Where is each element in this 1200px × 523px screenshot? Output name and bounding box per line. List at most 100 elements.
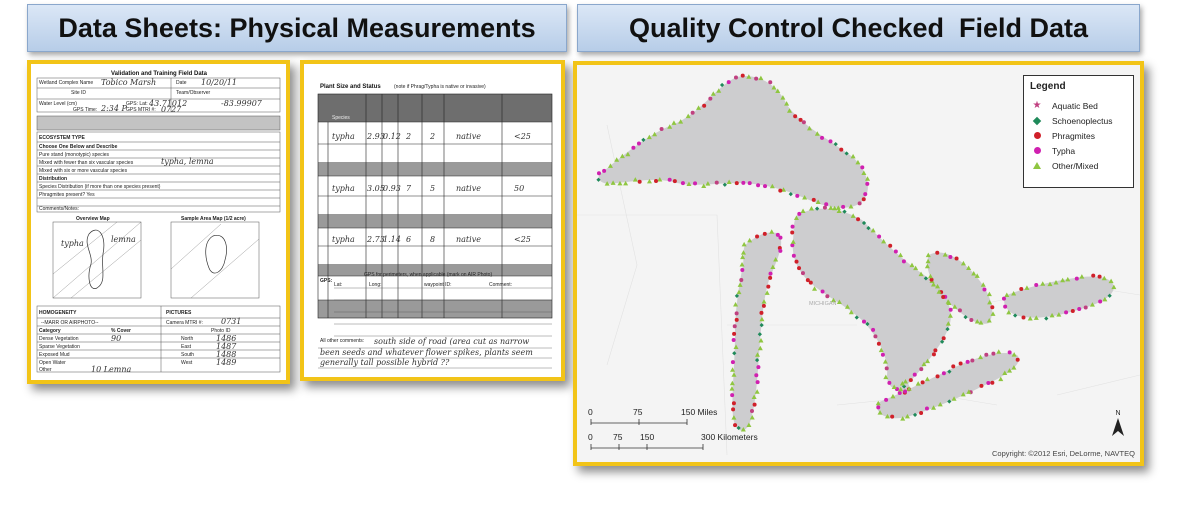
other-mixed-point — [990, 311, 996, 316]
typha-point — [1001, 296, 1006, 301]
typha-point — [901, 259, 906, 264]
other-mixed-point — [731, 415, 737, 420]
typha-point — [693, 181, 698, 186]
wetland-label: Wetland Complex Name — [39, 80, 93, 86]
typha-point — [1098, 299, 1103, 304]
hand-typha: typha — [61, 239, 84, 248]
scale-miles-150: 150 Miles — [681, 407, 718, 417]
phragmites-point — [856, 217, 861, 222]
other-mixed-point — [883, 374, 889, 380]
other-mixed-point — [737, 282, 743, 287]
distribution-label: Distribution — [39, 176, 67, 182]
typha-point — [795, 193, 800, 198]
other-mixed-point — [667, 124, 673, 129]
phragmites-point — [888, 243, 893, 248]
other-mixed-point — [739, 261, 745, 267]
aquatic-bed-point — [825, 294, 830, 299]
other-mixed-point — [729, 380, 735, 386]
other-mixed-point — [835, 205, 841, 210]
magenta-dot-icon — [1033, 147, 1041, 154]
scale-bar — [590, 419, 704, 450]
aquatic-bed-point — [873, 334, 878, 339]
aquatic-bed-point — [919, 367, 924, 372]
phragmites-point — [778, 188, 783, 193]
sheet2-title: Plant Size and Status — [320, 84, 381, 90]
phragmites-point — [672, 179, 677, 184]
schoenoplectus-point — [963, 314, 968, 320]
other-mixed-point — [974, 318, 980, 324]
other-mixed-point — [925, 258, 931, 264]
typha-point — [680, 181, 685, 186]
validation-data-sheet: Validation and Training Field Data — [27, 60, 290, 384]
other-mixed-point — [678, 119, 684, 124]
aquatic-bed-point — [732, 324, 737, 329]
typha-point — [741, 180, 746, 185]
lake-superior — [598, 76, 868, 208]
diamond-icon — [1032, 116, 1042, 125]
dense-veg-value: 90 — [111, 334, 121, 343]
gps-time-label: GPS Time: — [73, 107, 97, 113]
aquatic-bed-point — [1083, 305, 1088, 310]
mtri-value: 0727 — [161, 105, 182, 114]
other-mixed-point — [925, 358, 931, 364]
typha-point — [1003, 304, 1008, 309]
scale-miles-0: 0 — [588, 407, 593, 417]
other-mixed-point — [1033, 315, 1039, 320]
phragmites-point — [654, 178, 659, 183]
other-mixed-point — [904, 413, 910, 419]
other-mixed-point — [1102, 296, 1108, 302]
scale-km-150: 150 — [640, 432, 655, 442]
sheet2-lat-label: Lat: — [334, 282, 342, 288]
other-mixed-point — [625, 151, 631, 157]
scale-miles-75: 75 — [633, 407, 643, 417]
other-mixed-point — [632, 177, 638, 182]
phragmites-point — [876, 341, 881, 346]
homogeneity-label: HOMOGENEITY — [39, 310, 77, 316]
phragmites-point — [1015, 357, 1020, 362]
typha-point — [756, 183, 761, 188]
other-mixed-point — [812, 286, 818, 291]
plant-size-data-sheet: Plant Size and Status (note if Phrag/Typ… — [300, 60, 565, 381]
phragmites-point — [790, 230, 795, 235]
north-label: North — [181, 336, 193, 342]
aquatic-bed-point — [884, 366, 889, 371]
scale-km-300: 300 Kilometers — [701, 432, 758, 442]
phragmites-point — [755, 234, 760, 239]
other-mixed-point — [710, 91, 716, 96]
hand-typha-lemna: typha, lemna — [161, 157, 214, 166]
mixed-few: Mixed with fewer than six vascular speci… — [39, 160, 134, 166]
phragmites-point — [1091, 273, 1096, 278]
aquatic-bed-point — [991, 351, 996, 356]
other-mixed-point — [924, 376, 930, 382]
typha-point — [1007, 350, 1012, 355]
typha-point — [865, 181, 870, 186]
ecosystem-label: ECOSYSTEM TYPE — [39, 135, 86, 141]
other-mixed-point — [1011, 290, 1017, 296]
typha-point — [1077, 306, 1082, 311]
typha-point — [877, 234, 882, 239]
schoenoplectus-point — [833, 141, 838, 147]
other-mixed-point — [881, 238, 887, 244]
west-label: West — [181, 360, 193, 366]
phragmites-point — [933, 348, 938, 353]
date-label: Date — [176, 80, 187, 86]
other-mixed-point — [902, 378, 908, 384]
mixed-six: Mixed with six or more vascular species — [39, 168, 128, 174]
other-mixed-point — [899, 380, 905, 386]
other-mixed-point — [878, 347, 884, 353]
typha-point — [754, 373, 759, 378]
schoenoplectus-point — [861, 220, 867, 226]
other-mixed-point — [945, 321, 951, 326]
phragmites-point — [702, 103, 707, 108]
schoenoplectus-point — [719, 82, 725, 88]
lake-huron — [792, 208, 951, 389]
phragmites-point — [990, 305, 995, 310]
wetland-value: Tobico Marsh — [101, 78, 156, 87]
other-mixed-point — [610, 180, 616, 185]
other-mixed-point — [1111, 284, 1117, 290]
legend-title: Legend — [1030, 81, 1066, 92]
row1-pct: <25 — [514, 132, 531, 141]
other-mixed-point — [1056, 312, 1062, 317]
other-mixed-point — [696, 105, 702, 110]
other-mixed-point — [740, 250, 746, 255]
